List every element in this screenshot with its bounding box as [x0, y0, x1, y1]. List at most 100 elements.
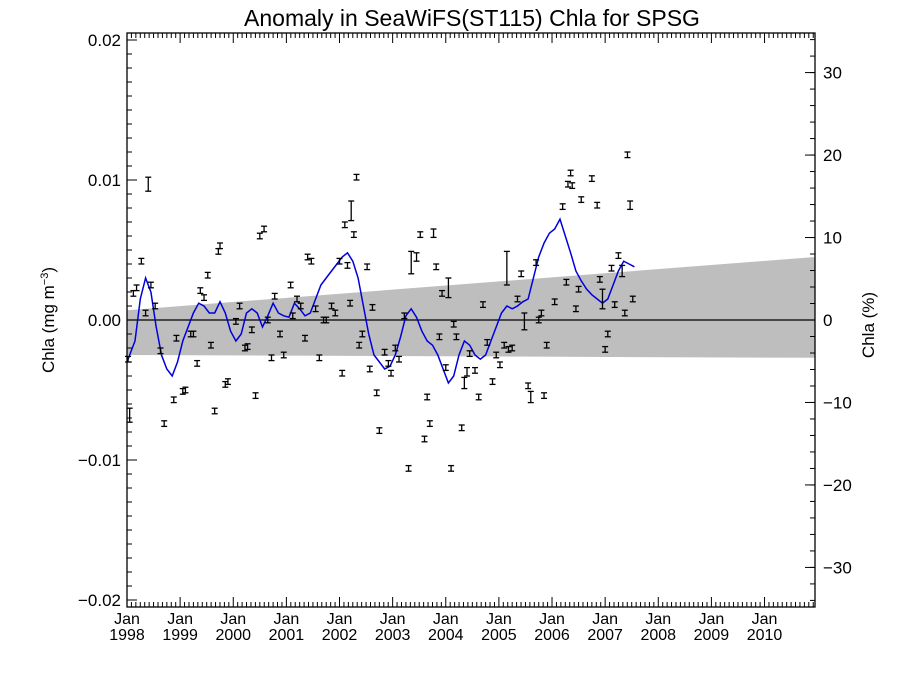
data-point — [439, 289, 446, 297]
data-point — [433, 263, 440, 271]
x-tick-year: 2010 — [747, 627, 783, 644]
data-point — [514, 295, 521, 303]
data-point — [458, 424, 465, 432]
data-point — [323, 316, 330, 324]
data-point — [484, 338, 491, 346]
data-point — [596, 275, 603, 283]
x-tick-month: Jan — [433, 611, 459, 628]
data-point — [564, 180, 571, 188]
data-point — [142, 309, 149, 317]
x-tick-month: Jan — [699, 611, 725, 628]
data-point — [629, 295, 636, 303]
data-point — [563, 278, 570, 286]
data-point — [252, 392, 259, 400]
data-point — [287, 281, 294, 289]
data-point — [369, 303, 376, 311]
y-right-tick-label: −30 — [823, 558, 852, 577]
data-point — [445, 277, 452, 299]
data-point — [417, 231, 424, 239]
data-point — [621, 309, 628, 317]
data-point — [501, 341, 508, 349]
x-tick-year: 1999 — [162, 627, 198, 644]
data-point — [350, 231, 357, 239]
data-point — [339, 369, 346, 377]
data-point — [575, 285, 582, 293]
data-point — [489, 378, 496, 386]
data-point — [138, 257, 145, 265]
data-point — [388, 369, 395, 377]
data-point — [182, 386, 189, 394]
chart-title: Anomaly in SeaWiFS(ST115) Chla for SPSG — [244, 5, 700, 31]
y-right-tick-label: −10 — [823, 393, 852, 412]
data-point — [430, 228, 437, 239]
data-point — [126, 407, 133, 423]
x-tick-year: 2006 — [534, 627, 570, 644]
y-right-tick-label: 10 — [823, 229, 842, 248]
data-point — [232, 317, 239, 325]
anomaly-line-series — [126, 217, 635, 385]
data-point — [471, 366, 478, 374]
y-axis-label-left: Chla (mg m−3) — [39, 267, 58, 373]
data-point — [436, 333, 443, 341]
data-point — [385, 359, 392, 367]
data-point — [604, 330, 611, 338]
data-point — [373, 389, 380, 397]
data-point — [525, 382, 532, 390]
y-left-tick-label: 0.02 — [88, 31, 121, 50]
y-axis-label-left-close: ) — [39, 267, 58, 273]
data-point — [421, 435, 428, 443]
x-tick-month: Jan — [645, 611, 671, 628]
data-point — [353, 173, 360, 181]
x-tick-year: 2009 — [694, 627, 730, 644]
x-tick-month: Jan — [167, 611, 193, 628]
data-point — [543, 341, 550, 349]
data-point — [381, 348, 388, 356]
data-point — [256, 232, 263, 240]
data-point — [572, 305, 579, 313]
data-point — [424, 393, 431, 401]
data-point — [453, 333, 460, 341]
data-point — [216, 242, 223, 250]
data-point — [541, 392, 548, 400]
data-point — [204, 271, 211, 279]
data-point — [359, 330, 366, 338]
data-point — [475, 393, 482, 401]
y-left-tick-label: −0.01 — [78, 451, 121, 470]
data-point — [312, 305, 319, 313]
data-point — [611, 301, 618, 309]
data-point — [535, 316, 542, 324]
data-point — [152, 302, 159, 310]
data-point — [316, 354, 323, 362]
data-point — [461, 376, 468, 390]
y-left-tick-label: −0.02 — [78, 591, 121, 610]
data-point — [450, 320, 457, 328]
data-point — [344, 261, 351, 269]
data-point — [207, 341, 214, 349]
y-right-tick-label: 20 — [823, 146, 842, 165]
ticks-layer: Jan1998Jan1999Jan2000Jan2001Jan2002Jan20… — [78, 31, 852, 644]
data-point — [170, 396, 177, 404]
data-point — [332, 309, 339, 317]
data-point — [261, 225, 268, 233]
data-point — [533, 259, 540, 267]
data-point — [328, 302, 335, 310]
y-right-tick-label: −20 — [823, 476, 852, 495]
x-tick-month: Jan — [486, 611, 512, 628]
y-left-tick-label: 0.01 — [88, 171, 121, 190]
data-point — [304, 253, 311, 261]
y-left-tick-label: 0.00 — [88, 311, 121, 330]
data-point — [161, 420, 168, 428]
data-point — [244, 343, 251, 351]
data-point — [413, 252, 420, 262]
data-point — [619, 264, 626, 278]
data-point — [248, 326, 255, 334]
data-point — [224, 378, 231, 386]
data-point — [496, 361, 503, 369]
data-point — [130, 289, 137, 297]
data-point — [521, 312, 528, 331]
data-point — [145, 176, 152, 192]
data-point — [608, 264, 615, 272]
data-point — [578, 196, 585, 204]
data-point — [289, 312, 296, 320]
data-point — [426, 420, 433, 428]
